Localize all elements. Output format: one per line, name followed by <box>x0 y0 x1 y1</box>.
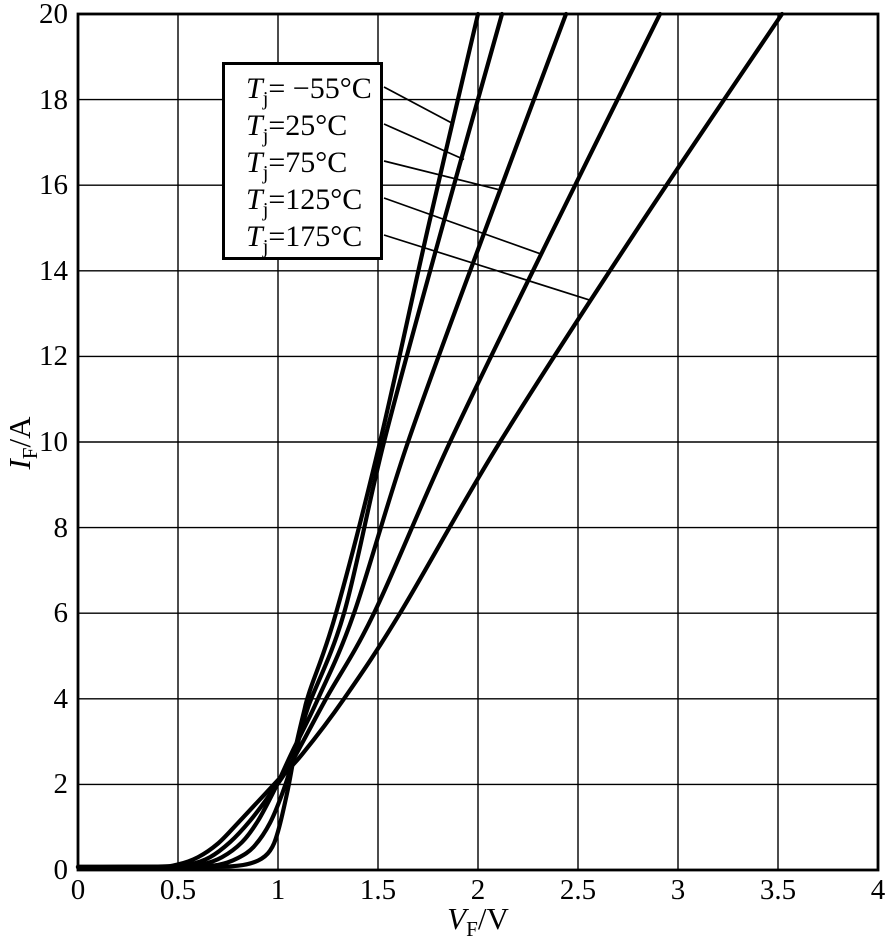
curve-tj-175 <box>75 11 785 870</box>
x-tick-label: 4 <box>870 874 886 906</box>
tj-subscript: j <box>262 236 269 258</box>
legend-value: = −55°C <box>268 72 372 105</box>
leader-line-tj-25 <box>383 123 465 161</box>
legend-item-tj-125: Tj=125°C <box>246 181 380 221</box>
y-tick-label: 6 <box>53 597 69 630</box>
tj-symbol: T <box>246 109 263 142</box>
legend-item-tj-75: Tj=75°C <box>246 144 380 184</box>
leader-line-tj-minus55 <box>383 86 453 124</box>
y-tick-label: 2 <box>53 768 69 801</box>
legend-item-tj-25: Tj=25°C <box>246 107 380 147</box>
y-tick-label: 16 <box>39 169 68 202</box>
legend-value: =75°C <box>268 146 348 179</box>
y-axis-symbol: I <box>2 459 37 470</box>
tj-symbol: T <box>246 146 263 179</box>
y-tick-label: 4 <box>53 682 69 715</box>
x-tick-label: 2 <box>470 874 486 906</box>
tj-subscript: j <box>262 88 269 110</box>
x-tick-label: 2.5 <box>559 874 597 906</box>
legend-item-tj-175: Tj=175°C <box>246 218 380 258</box>
x-tick-label: 3 <box>670 874 686 906</box>
y-tick-label: 20 <box>39 0 68 30</box>
y-tick-label: 10 <box>39 426 68 458</box>
tj-subscript: j <box>262 162 269 184</box>
y-tick-label: 0 <box>53 854 69 886</box>
tj-subscript: j <box>262 125 269 147</box>
tj-symbol: T <box>246 220 263 253</box>
x-axis-title: VF/V <box>378 901 578 940</box>
y-tick-label: 14 <box>39 254 68 287</box>
tj-subscript: j <box>262 199 269 221</box>
x-tick-label: 0.5 <box>159 874 197 906</box>
legend-item-tj-minus55: Tj= −55°C <box>246 70 380 110</box>
legend-value: =25°C <box>268 109 348 142</box>
legend-value: =125°C <box>268 183 363 216</box>
legend-box: Tj= −55°C Tj=25°C Tj=75°C Tj=125°C Tj=17… <box>222 62 383 260</box>
x-tick-label: 1.5 <box>359 874 397 906</box>
y-tick-label: 18 <box>39 83 68 116</box>
curve-tj-75 <box>75 11 569 870</box>
y-tick-label: 8 <box>53 511 69 544</box>
x-axis-symbol: V <box>447 901 467 936</box>
leader-line-tj-175 <box>383 234 593 302</box>
x-tick-label: 0 <box>70 874 86 906</box>
x-axis-subscript: F <box>466 917 478 942</box>
y-tick-label: 12 <box>39 340 68 373</box>
leader-line-tj-125 <box>383 197 541 255</box>
x-axis-unit: /V <box>477 901 509 936</box>
x-tick-label: 1 <box>270 874 286 906</box>
x-tick-label: 3.5 <box>759 874 797 906</box>
curve-tj-125 <box>75 11 663 870</box>
tj-symbol: T <box>246 72 263 105</box>
tj-symbol: T <box>246 183 263 216</box>
legend-value: =175°C <box>268 220 363 253</box>
